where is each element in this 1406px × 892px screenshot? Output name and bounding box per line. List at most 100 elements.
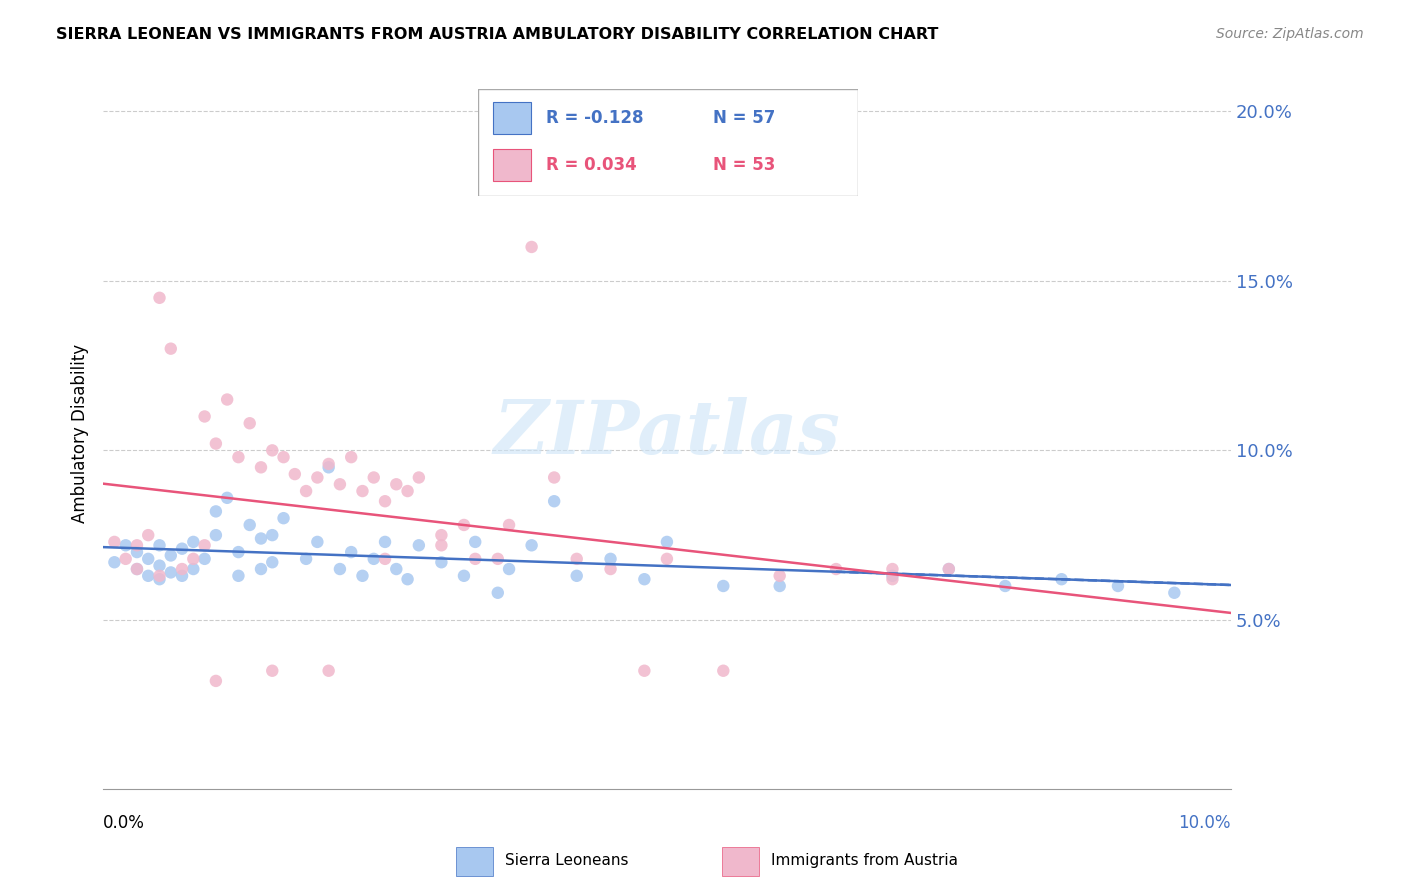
Point	[464, 535, 486, 549]
Point	[205, 504, 228, 518]
Text: N = 53: N = 53	[713, 156, 776, 174]
Text: R = 0.034: R = 0.034	[547, 156, 637, 174]
FancyBboxPatch shape	[721, 847, 759, 876]
Point	[543, 494, 565, 508]
Point	[599, 562, 621, 576]
Text: Source: ZipAtlas.com: Source: ZipAtlas.com	[1216, 27, 1364, 41]
Point	[273, 450, 295, 465]
Point	[228, 545, 250, 559]
Point	[486, 552, 509, 566]
Point	[340, 545, 363, 559]
Point	[262, 528, 284, 542]
Point	[430, 538, 453, 552]
Point	[498, 518, 520, 533]
Point	[994, 579, 1017, 593]
Point	[295, 552, 318, 566]
Point	[205, 673, 228, 688]
Point	[307, 535, 329, 549]
Text: 10.0%: 10.0%	[1178, 814, 1230, 832]
Text: SIERRA LEONEAN VS IMMIGRANTS FROM AUSTRIA AMBULATORY DISABILITY CORRELATION CHAR: SIERRA LEONEAN VS IMMIGRANTS FROM AUSTRI…	[56, 27, 939, 42]
Point	[486, 586, 509, 600]
Y-axis label: Ambulatory Disability: Ambulatory Disability	[72, 343, 89, 523]
Point	[159, 342, 181, 356]
Point	[543, 470, 565, 484]
Point	[430, 555, 453, 569]
Point	[125, 545, 148, 559]
Point	[148, 558, 170, 573]
Point	[148, 569, 170, 583]
Point	[194, 409, 217, 424]
Text: Immigrants from Austria: Immigrants from Austria	[770, 854, 957, 868]
Text: 0.0%: 0.0%	[103, 814, 145, 832]
Text: R = -0.128: R = -0.128	[547, 109, 644, 127]
Point	[633, 572, 655, 586]
Point	[262, 443, 284, 458]
Point	[769, 569, 792, 583]
Point	[882, 569, 904, 583]
Point	[136, 528, 159, 542]
Point	[655, 535, 678, 549]
Point	[1163, 586, 1185, 600]
Point	[114, 552, 136, 566]
Point	[217, 491, 239, 505]
Point	[307, 470, 329, 484]
Point	[262, 664, 284, 678]
Point	[329, 562, 352, 576]
FancyBboxPatch shape	[494, 102, 531, 134]
Point	[520, 240, 543, 254]
Point	[374, 535, 396, 549]
Point	[250, 532, 273, 546]
Point	[453, 518, 475, 533]
Point	[125, 562, 148, 576]
FancyBboxPatch shape	[494, 149, 531, 181]
Point	[250, 562, 273, 576]
Point	[938, 562, 960, 576]
Point	[565, 569, 588, 583]
Point	[273, 511, 295, 525]
Point	[430, 528, 453, 542]
Point	[882, 562, 904, 576]
Point	[103, 535, 125, 549]
Point	[340, 450, 363, 465]
Point	[205, 436, 228, 450]
Point	[318, 664, 340, 678]
Point	[520, 538, 543, 552]
Point	[1107, 579, 1129, 593]
Point	[352, 569, 374, 583]
Point	[183, 562, 205, 576]
Point	[217, 392, 239, 407]
Point	[170, 569, 193, 583]
FancyBboxPatch shape	[456, 847, 492, 876]
Point	[633, 664, 655, 678]
Point	[183, 535, 205, 549]
Point	[148, 572, 170, 586]
Text: N = 57: N = 57	[713, 109, 776, 127]
Point	[938, 562, 960, 576]
Point	[1050, 572, 1073, 586]
Point	[148, 538, 170, 552]
Point	[363, 552, 385, 566]
Point	[396, 484, 419, 499]
Text: Sierra Leoneans: Sierra Leoneans	[505, 854, 628, 868]
Point	[159, 566, 181, 580]
Point	[295, 484, 318, 499]
Point	[136, 552, 159, 566]
Point	[769, 579, 792, 593]
Point	[114, 538, 136, 552]
Point	[363, 470, 385, 484]
Point	[239, 416, 262, 430]
Point	[352, 484, 374, 499]
Point	[183, 552, 205, 566]
Point	[408, 470, 430, 484]
Point	[250, 460, 273, 475]
Point	[262, 555, 284, 569]
Point	[205, 528, 228, 542]
Point	[136, 569, 159, 583]
Point	[599, 552, 621, 566]
Point	[125, 562, 148, 576]
FancyBboxPatch shape	[478, 89, 858, 196]
Point	[453, 569, 475, 583]
Point	[374, 552, 396, 566]
Point	[498, 562, 520, 576]
Point	[318, 457, 340, 471]
